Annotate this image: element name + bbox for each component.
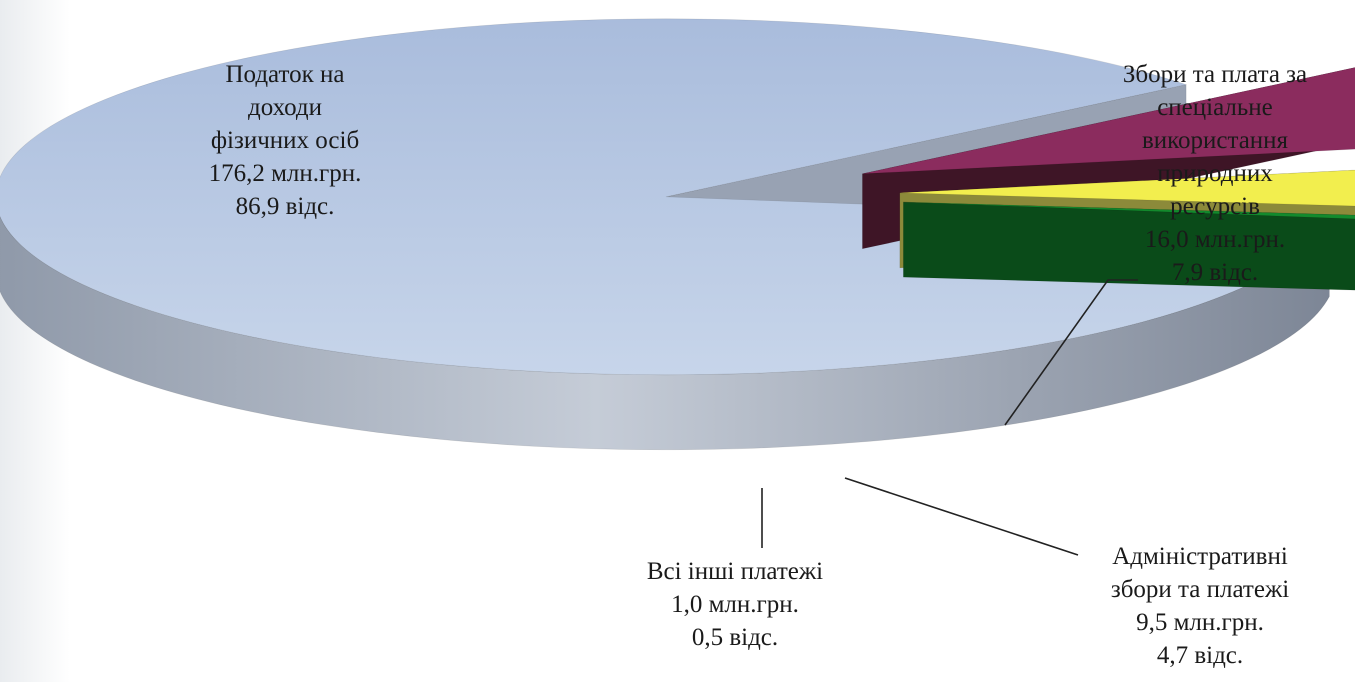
label-line: збори та платежі [1110,576,1290,603]
label-percent: 7,9 відс. [1171,259,1259,286]
slice-label-income-tax: Податок на доходи фізичних осіб 176,2 мл… [150,58,420,223]
leader-lines [761,279,1138,556]
label-line: природних [1157,160,1273,187]
label-line: доходи [247,94,323,121]
label-line: фізичних осіб [210,127,360,154]
label-line: Збори та плата за [1122,61,1308,88]
label-value: 16,0 млн.грн. [1144,226,1286,253]
slice-label-administrative-fees: Адміністративні збори та платежі 9,5 млн… [1045,540,1355,672]
label-percent: 86,9 відс. [235,193,335,220]
label-percent: 0,5 відс. [691,624,779,651]
slice-label-natural-resources: Збори та плата за спеціальне використанн… [1075,58,1355,289]
slice-label-other-payments: Всі інші платежі 1,0 млн.грн. 0,5 відс. [585,555,885,654]
label-line: ресурсів [1170,193,1260,220]
label-line: Всі інші платежі [646,558,824,585]
label-percent: 4,7 відс. [1156,642,1244,669]
label-value: 1,0 млн.грн. [671,591,799,618]
label-value: 9,5 млн.грн. [1136,609,1264,636]
slice-income-tax [0,18,1330,376]
label-line: спеціальне [1157,94,1273,121]
label-line: Адміністративні [1112,543,1288,570]
slice-administrative-fees [899,169,1355,207]
label-line: Податок на [225,61,345,88]
label-line: використання [1141,127,1289,154]
label-value: 176,2 млн.грн. [208,160,362,187]
slice-natural-resources [862,67,1355,175]
